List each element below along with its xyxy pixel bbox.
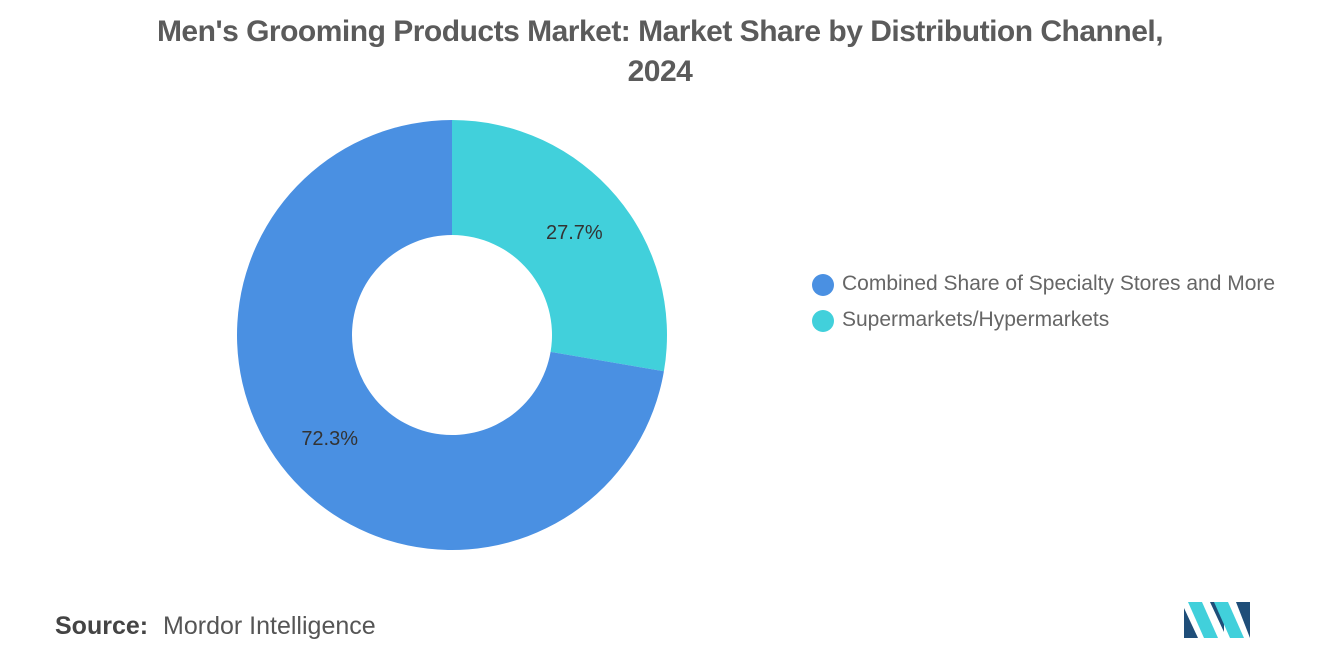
legend-label-supermarkets: Supermarkets/Hypermarkets: [842, 308, 1110, 331]
slice-value-label: 72.3%: [301, 428, 358, 450]
source-value: Mordor Intelligence: [163, 612, 376, 640]
chart-title: Men's Grooming Products Market: Market S…: [100, 12, 1220, 92]
mordor-intelligence-logo-icon: [1184, 602, 1250, 638]
donut-slice-combined-share-of-specialty-stores-and-more[interactable]: [236, 120, 664, 550]
slice-value-label: 27.7%: [546, 222, 603, 244]
chart-title-line-2: 2024: [627, 55, 693, 88]
legend-swatch-specialty-stores: [812, 274, 834, 296]
legend-swatch-supermarkets: [812, 310, 834, 332]
legend-label-specialty-stores: Combined Share of Specialty Stores and M…: [842, 272, 1276, 295]
donut-slice-supermarkets-hypermarkets[interactable]: [452, 120, 667, 372]
source-label: Source:: [55, 612, 149, 640]
chart-legend: Combined Share of Specialty Stores and M…: [812, 270, 1282, 342]
legend-item-supermarkets[interactable]: Supermarkets/Hypermarkets: [812, 306, 1282, 334]
chart-title-line-1: Men's Grooming Products Market: Market S…: [156, 15, 1164, 48]
legend-item-specialty-stores[interactable]: Combined Share of Specialty Stores and M…: [812, 270, 1282, 298]
source-line: Source: Mordor Intelligence: [55, 612, 376, 641]
